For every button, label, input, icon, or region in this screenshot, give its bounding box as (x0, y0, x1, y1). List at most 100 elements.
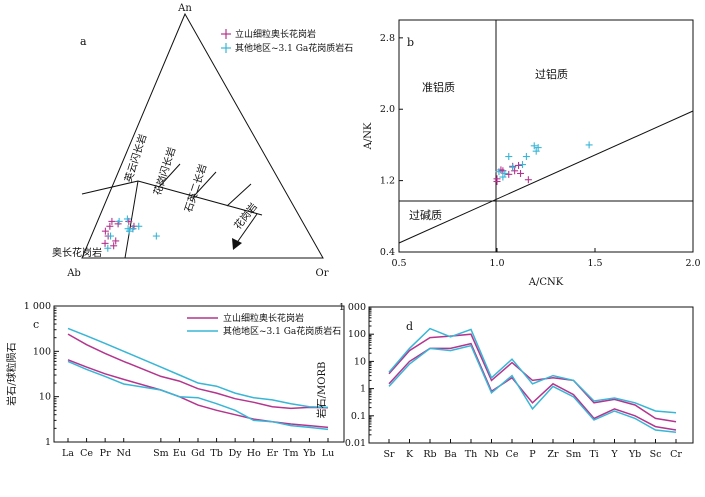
x-tick-label: 1.0 (489, 258, 504, 269)
field-label-trondhjemite: 奥长花岗岩 (52, 246, 102, 259)
x-axis-title-b: A/CNK (528, 277, 564, 288)
x-tick-label: Sr (383, 449, 395, 460)
y-tick-label: 1.2 (380, 176, 395, 187)
panel-label-a: a (80, 35, 87, 48)
field-label-tonalite: 英云闪长岩 (121, 132, 149, 184)
x-tick-label: Lu (322, 448, 334, 459)
y-tick-label: 2.8 (380, 33, 395, 44)
series-line (388, 333, 677, 423)
data-point (522, 153, 530, 161)
field-label-metaluminous: 准铝质 (422, 80, 455, 94)
x-tick-label: Gd (191, 448, 205, 459)
data-point (495, 168, 503, 176)
legend-label-cyan: 其他地区~3.1 Ga花岗质岩石 (235, 42, 353, 54)
x-tick-label: Tm (283, 448, 298, 459)
data-point (107, 232, 115, 240)
series-line (67, 359, 329, 429)
y-tick-label: 1 (45, 437, 51, 448)
x-tick-label: Dy (229, 448, 243, 459)
data-point (493, 175, 501, 183)
x-tick-label: Ce (506, 449, 519, 460)
x-tick-label: K (406, 449, 414, 460)
boundary-line (193, 171, 217, 197)
y-tick-label: 100 (348, 329, 366, 340)
x-tick-label: Zr (547, 449, 559, 460)
x-tick-label: Nb (484, 449, 498, 460)
boundary-diagonal (398, 110, 694, 244)
plot-frame-b (398, 19, 694, 253)
boundary-line (158, 163, 181, 188)
legend-label-purple-c: 立山细粒奥长花岗岩 (223, 312, 304, 324)
data-point (152, 232, 160, 240)
data-point (125, 227, 133, 235)
plot-frame-c (53, 305, 345, 443)
y-tick-label: 0.1 (351, 411, 366, 422)
series-line (67, 327, 329, 409)
legend-label-purple: 立山细粒奥长花岗岩 (235, 28, 316, 40)
data-point (505, 170, 513, 178)
apex-right-label: Or (316, 268, 329, 279)
y-tick-label: 1 (360, 384, 366, 395)
series-line (388, 327, 677, 414)
data-point (123, 215, 131, 223)
x-tick-label: Er (267, 448, 279, 459)
axis-ticks-b: 0.5 1.0 1.5 2.0 0.4 1.2 2.0 2.8 (380, 33, 701, 269)
x-tick-label: Pr (100, 448, 111, 459)
boundary-line (124, 180, 139, 259)
legend-label-cyan-c: 其他地区~3.1 Ga花岗质岩石 (223, 325, 341, 337)
data-point (505, 153, 513, 161)
x-tick-label: Sm (153, 448, 169, 459)
x-tick-label: Ho (247, 448, 261, 459)
legend-a: 立山细粒奥长花岗岩 其他地区~3.1 Ga花岗质岩石 (221, 28, 353, 54)
x-tick-label: 1.5 (587, 258, 602, 269)
y-tick-label: 0.4 (380, 247, 395, 258)
field-label-peraluminous: 过铝质 (535, 67, 568, 81)
data-point (524, 176, 532, 184)
x-tick-label: 2.0 (685, 258, 700, 269)
x-tick-label: Yb (302, 448, 315, 459)
data-point (501, 169, 509, 177)
data-point (517, 169, 525, 177)
y-tick-label: 10 (39, 392, 51, 403)
y-axis-title-c: 岩石/球粒陨石 (5, 342, 18, 405)
x-tick-label: Tb (210, 448, 222, 459)
data-point (509, 163, 517, 171)
x-tick-label: Sm (566, 449, 582, 460)
data-point (106, 222, 114, 230)
y-tick-label: 0.01 (345, 438, 366, 449)
y-tick-label: 2.0 (380, 104, 395, 115)
series-line (67, 360, 329, 431)
data-point (115, 217, 123, 225)
panel-label-c: c (33, 318, 39, 331)
panel-label-d: d (406, 320, 413, 333)
apex-top-label: An (177, 3, 192, 14)
x-tick-label: La (62, 448, 74, 459)
data-point (108, 217, 116, 225)
y-axis-title-d: 岩石/MORB (315, 362, 328, 419)
y-tick-label: 1 000 (339, 302, 366, 313)
x-tick-label: P (529, 449, 536, 460)
boundary-line (226, 183, 252, 207)
trend-arrowhead (232, 238, 242, 250)
panel-b: 0.5 1.0 1.5 2.0 0.4 1.2 2.0 2.8 b 准铝质 过铝质 过碱质 A… (363, 19, 701, 288)
field-label-peralkaline: 过碱质 (409, 209, 442, 222)
data-point (499, 173, 507, 181)
x-tick-label: Rb (423, 449, 436, 460)
panel-d: 0.01 0.1 1 10 100 1 000 Sr K Rb Ba Th Nb Ce P Zr Sm Ti Y Y… (315, 302, 694, 460)
y-tick-label: 1 000 (24, 301, 51, 312)
apex-left-label: Ab (66, 268, 81, 279)
trend-arrow-line (235, 213, 258, 245)
data-point (534, 144, 542, 152)
x-tick-label: Cr (670, 449, 682, 460)
data-point (515, 161, 523, 169)
scatter-points-b (493, 141, 593, 186)
axis-ticks-c: 1 10 100 1 000 La Ce Pr Nd Sm Eu Gd Tb Dy Ho Er Tm Yb Lu (24, 301, 334, 459)
data-point (135, 222, 143, 230)
data-point (110, 242, 118, 250)
series-line (67, 333, 329, 410)
ternary-frame (81, 12, 324, 259)
ternary-points (101, 215, 160, 252)
plot-frame-d (368, 306, 694, 444)
x-tick-label: Y (610, 449, 618, 460)
